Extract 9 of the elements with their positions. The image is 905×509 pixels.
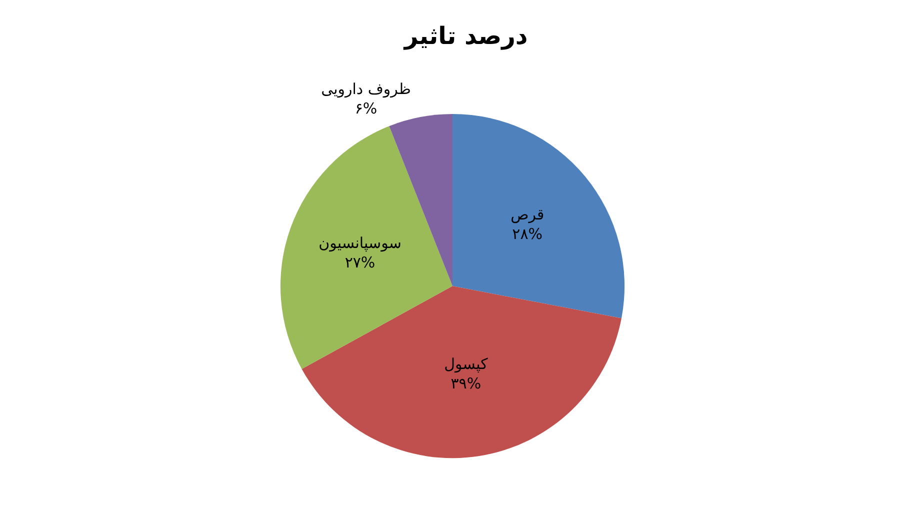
chart-title: درصد تاثیر [403,22,528,50]
data-label: ۶% [354,100,378,118]
data-label: ۲۷% [344,254,376,272]
data-label: ۳۹% [450,374,482,392]
slice-label: ظروف دارویی [321,80,411,98]
data-label: ۲۸% [512,224,543,243]
slice-label: سوسپانسیون [318,234,402,252]
slice-label: کپسول [444,354,489,373]
slice-label: قرص [510,205,544,224]
